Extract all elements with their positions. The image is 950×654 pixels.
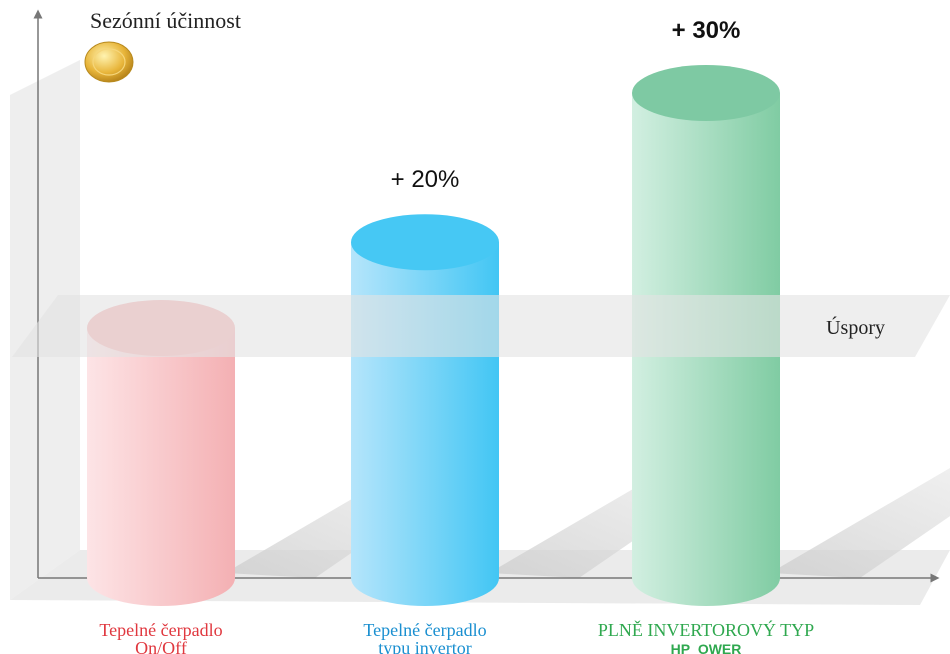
bar-shadows	[225, 468, 950, 578]
band-label: Úspory	[826, 315, 885, 339]
bar-shadow	[770, 468, 950, 578]
gold-coin-icon	[84, 41, 134, 83]
savings-band: Úspory	[12, 295, 950, 357]
value-label: + 30%	[672, 17, 741, 44]
category-label-line2: HP_OWER	[671, 641, 742, 654]
value-label: + 20%	[391, 166, 460, 193]
category-label-line2: On/Off	[135, 638, 187, 654]
chart-title: Sezónní účinnost	[90, 8, 241, 33]
category-label-line1: Tepelné čerpadlo	[363, 620, 486, 640]
chart-title-group: Sezónní účinnost	[84, 8, 241, 83]
bar-2	[351, 214, 499, 606]
bar-top	[351, 214, 499, 271]
bar-top	[632, 65, 780, 121]
category-label-line1: Tepelné čerpadlo	[99, 620, 222, 640]
bar-body	[87, 328, 235, 606]
value-labels: + 20% + 30%	[391, 17, 741, 193]
category-label-line1: PLNĚ INVERTOROVÝ TYP	[598, 619, 814, 640]
category-label-line2: typu invertor	[378, 638, 471, 654]
